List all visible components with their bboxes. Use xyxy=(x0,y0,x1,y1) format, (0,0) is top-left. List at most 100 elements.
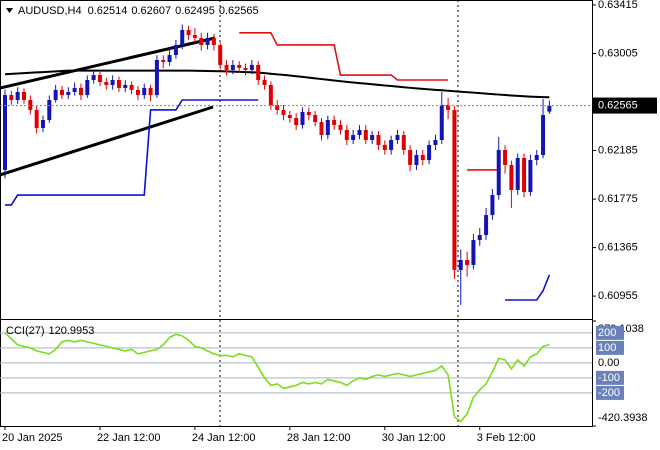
candle-body xyxy=(395,135,400,141)
chart-header: AUDUSD,H4 0.62514 0.62607 0.62495 0.62565 xyxy=(18,5,259,17)
candle-body xyxy=(34,109,39,128)
candle-body xyxy=(496,149,501,196)
candle-body xyxy=(224,64,229,70)
candle-body xyxy=(53,89,58,101)
candle-body xyxy=(256,64,261,81)
candle-body xyxy=(192,35,197,38)
candle-body xyxy=(167,55,172,63)
candle-body xyxy=(15,91,20,101)
candle-body xyxy=(40,120,45,128)
candle-body xyxy=(509,164,514,190)
candle-body xyxy=(199,37,204,45)
candle-body xyxy=(490,195,495,216)
indicator-line xyxy=(239,31,499,171)
symbol: AUDUSD,H4 xyxy=(18,5,82,17)
candle-body xyxy=(522,157,527,192)
candle-body xyxy=(275,104,280,110)
candle-body xyxy=(376,135,381,145)
candle-body xyxy=(370,135,375,141)
close-value: 0.62565 xyxy=(219,5,259,17)
candle-body xyxy=(21,91,26,101)
x-tick-label: 28 Jan 12:00 xyxy=(287,432,351,444)
level-label-box xyxy=(596,340,624,355)
y-tick-label: 0.61775 xyxy=(598,193,638,205)
candle-body xyxy=(477,235,482,241)
candle-body xyxy=(211,37,216,45)
x-tick-label: 20 Jan 2025 xyxy=(2,432,63,444)
candle-body xyxy=(135,89,140,96)
trend-line xyxy=(0,105,214,177)
open-value: 0.62514 xyxy=(88,5,128,17)
candle-body xyxy=(59,89,64,96)
y-tick-label: 0.63005 xyxy=(598,47,638,59)
candle-body xyxy=(414,155,419,165)
candle-body xyxy=(180,29,185,45)
candle-body xyxy=(408,149,413,165)
indicator-line xyxy=(5,99,551,301)
low-value: 0.62495 xyxy=(175,5,215,17)
candle-body xyxy=(534,155,539,161)
candle-body xyxy=(262,80,267,85)
y-tick-label: 0.63415 xyxy=(598,0,638,11)
candle-body xyxy=(249,64,254,70)
marks xyxy=(0,24,592,423)
candle-body xyxy=(313,115,318,123)
x-tick-label: 22 Jan 12:00 xyxy=(97,432,161,444)
candle-body xyxy=(91,75,96,81)
candle-body xyxy=(471,240,476,265)
candle-body xyxy=(541,115,546,156)
y-tick-label: 100 xyxy=(598,342,616,354)
candle-body xyxy=(300,111,305,125)
candle-body xyxy=(9,95,14,101)
candle-body xyxy=(218,44,223,65)
symbol-arrow xyxy=(6,8,13,13)
x-tick-label: 30 Jan 12:00 xyxy=(382,432,446,444)
current-price-box xyxy=(593,97,657,114)
candle-body xyxy=(446,104,451,110)
candle-body xyxy=(47,100,52,121)
candle-body xyxy=(351,135,356,141)
level-label-box xyxy=(596,325,624,340)
candle-body xyxy=(123,84,128,88)
candle-body xyxy=(154,60,159,96)
y-tick-label: 0.00 xyxy=(598,357,619,369)
indicator-line xyxy=(4,332,550,423)
candle-body xyxy=(129,84,134,90)
candle-body xyxy=(332,120,337,125)
candle-body xyxy=(205,37,210,45)
high-value: 0.62607 xyxy=(131,5,171,17)
candle-body xyxy=(72,87,77,92)
candle-body xyxy=(230,64,235,70)
candle-body xyxy=(186,29,191,36)
candle-body xyxy=(382,144,387,150)
candle-body xyxy=(528,160,533,192)
candle-body xyxy=(281,109,286,116)
level-label-box xyxy=(596,385,624,400)
level-label-box xyxy=(596,370,624,385)
candle-body xyxy=(325,120,330,136)
x-tick-label: 24 Jan 12:00 xyxy=(192,432,256,444)
candle-body xyxy=(439,104,444,141)
candle-body xyxy=(3,95,7,170)
candle-body xyxy=(458,260,463,270)
y-tick-label: -200 xyxy=(598,387,620,399)
indicator-header: CCI(27) 120.9953 xyxy=(6,325,94,337)
candle-body xyxy=(319,122,324,136)
candle-body xyxy=(78,87,83,96)
candle-body xyxy=(503,149,508,165)
candle-body xyxy=(243,67,248,70)
candle-body xyxy=(173,44,178,56)
candle-body xyxy=(287,115,292,118)
y-tick-label: 0.60955 xyxy=(598,290,638,302)
y-tick-label: 0.61365 xyxy=(598,241,638,253)
candle-body xyxy=(116,80,121,88)
candle-body xyxy=(338,124,343,130)
candle-body xyxy=(237,64,242,68)
candle-body xyxy=(427,144,432,161)
candle-body xyxy=(28,100,33,110)
candle-body xyxy=(104,82,109,85)
y-tick-label: 0.62185 xyxy=(598,144,638,156)
candle-body xyxy=(515,157,520,190)
candle-body xyxy=(401,135,406,150)
